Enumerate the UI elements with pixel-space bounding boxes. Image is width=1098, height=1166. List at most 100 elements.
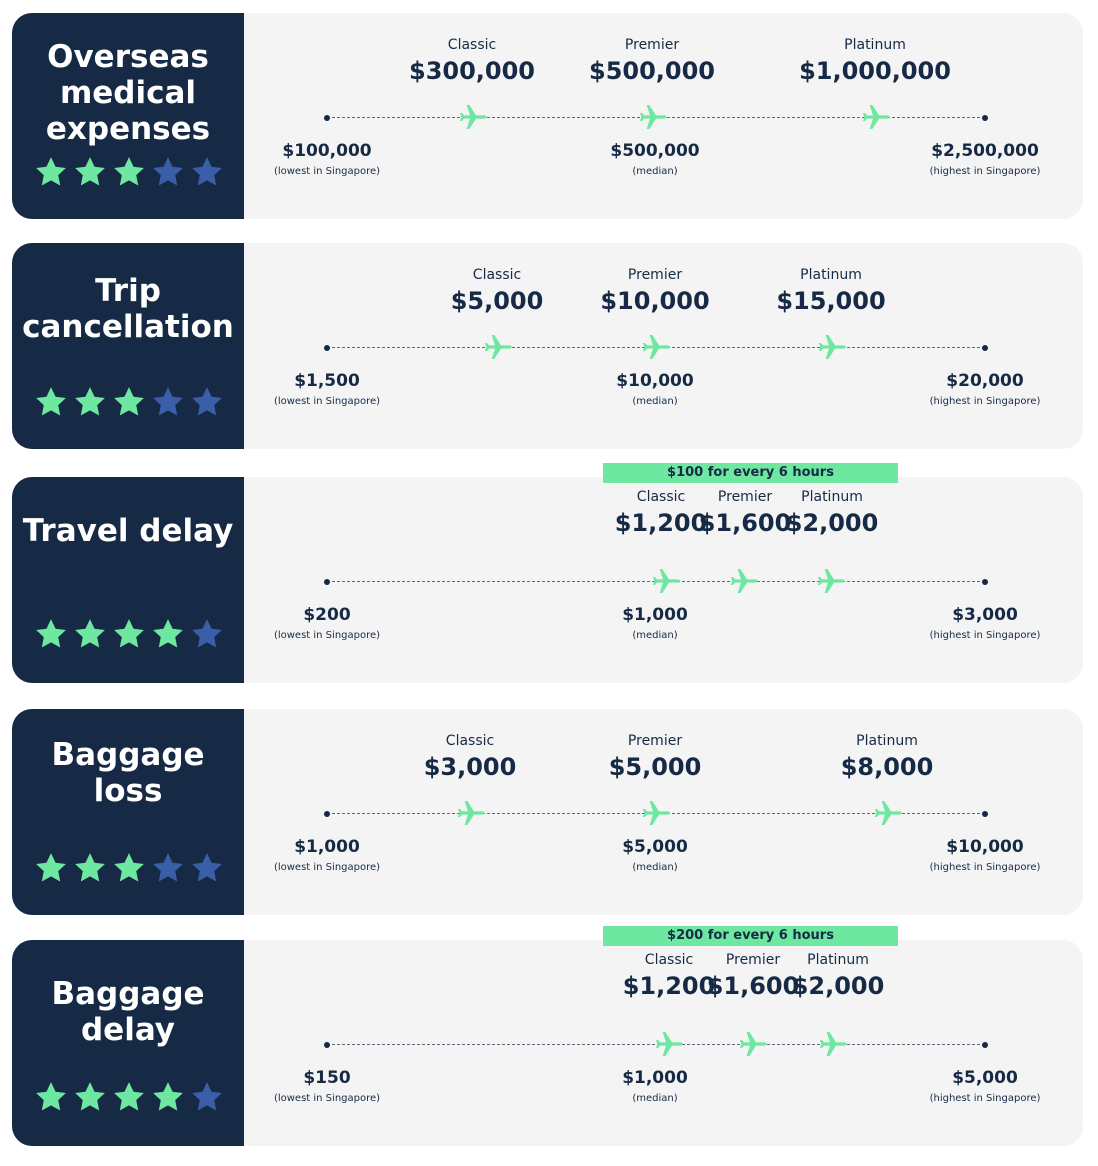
plane-icon	[653, 569, 680, 593]
coverage-card: Trip cancellation Classic $5,000 Premier $10…	[12, 243, 1083, 449]
rating	[34, 617, 224, 651]
star	[114, 853, 144, 882]
plan-amount: $15,000	[776, 287, 886, 315]
scale-note: (median)	[632, 630, 678, 641]
rating	[34, 851, 224, 885]
plane-icon	[643, 801, 670, 825]
star	[192, 1082, 222, 1111]
star	[36, 157, 66, 186]
scale-note: (median)	[632, 862, 678, 873]
star	[75, 387, 105, 416]
plan-name: Premier	[627, 267, 683, 283]
plan-amount: $3,000	[423, 753, 517, 781]
scale-note: (lowest in Singapore)	[273, 166, 381, 177]
coverage-card: Travel delay $100 for every 6 hours Classi…	[12, 463, 1083, 683]
plan-amount: $1,200	[622, 972, 716, 1000]
card-side: Trip cancellation	[12, 243, 244, 449]
plane-icon	[875, 801, 902, 825]
star	[153, 1082, 183, 1111]
plan-amount: $500,000	[588, 57, 716, 85]
scale-dot	[982, 1042, 988, 1048]
plan-amount: $300,000	[408, 57, 536, 85]
plane-icon	[731, 569, 758, 593]
plan-amount: $5,000	[608, 753, 702, 781]
scale-dot	[324, 345, 330, 351]
scale-amount: $1,500	[294, 371, 360, 391]
scale-dot	[982, 345, 988, 351]
scale-dot	[324, 579, 330, 585]
scale-amount: $100,000	[282, 141, 372, 161]
scale-note: (highest in Singapore)	[929, 166, 1041, 177]
card-title: Overseas medical expenses	[45, 39, 211, 147]
star	[36, 853, 66, 882]
star	[114, 387, 144, 416]
star	[114, 157, 144, 186]
card-title: Baggage loss	[51, 737, 205, 809]
coverage-card: Baggage loss Classic $3,000 Premier $5,000 Pl…	[12, 709, 1083, 915]
scale-note: (lowest in Singapore)	[273, 862, 381, 873]
plan-name: Platinum	[844, 37, 906, 53]
plan-name: Premier	[717, 489, 773, 505]
scale-note: (lowest in Singapore)	[273, 1093, 381, 1104]
plan-amount: $5,000	[450, 287, 544, 315]
scale-amount: $10,000	[946, 837, 1024, 857]
plane-icon	[656, 1032, 683, 1056]
star	[153, 853, 183, 882]
scale-note: (highest in Singapore)	[929, 862, 1041, 873]
star	[36, 387, 66, 416]
scale-amount: $3,000	[952, 605, 1018, 625]
plan-name: Classic	[445, 733, 495, 749]
plane-icon	[640, 105, 667, 129]
scale-note: (median)	[632, 166, 678, 177]
scale-line	[327, 1044, 985, 1045]
card-side: Travel delay	[12, 477, 244, 683]
plane-icon	[818, 569, 845, 593]
scale-amount: $200	[303, 605, 351, 625]
plan-name: Classic	[472, 267, 522, 283]
plan-name: Classic	[636, 489, 686, 505]
scale-dot	[324, 1042, 330, 1048]
star	[75, 1082, 105, 1111]
scale-note: (highest in Singapore)	[929, 1093, 1041, 1104]
scale-amount: $1,000	[294, 837, 360, 857]
plane-icon	[643, 335, 670, 359]
coverage-card: Overseas medical expenses Classic $300,000…	[12, 13, 1083, 219]
star	[114, 1082, 144, 1111]
plane-icon	[460, 105, 487, 129]
plan-name: Platinum	[800, 267, 862, 283]
star	[36, 1082, 66, 1111]
card-title: Travel delay	[22, 513, 234, 549]
plan-amount: $2,000	[785, 509, 879, 537]
scale-amount: $1,000	[622, 1068, 688, 1088]
plan-amount: $1,200	[614, 509, 708, 537]
scale-amount: $5,000	[952, 1068, 1018, 1088]
star	[75, 157, 105, 186]
plan-name: Classic	[447, 37, 497, 53]
plane-icon	[820, 1032, 847, 1056]
scale-amount: $2,500,000	[931, 141, 1039, 161]
star	[192, 853, 222, 882]
plane-icon	[740, 1032, 767, 1056]
plane-icon	[819, 335, 846, 359]
scale-amount: $150	[303, 1068, 351, 1088]
card-side: Overseas medical expenses	[12, 13, 244, 219]
rating	[34, 385, 224, 419]
plan-name: Classic	[644, 952, 694, 968]
scale-amount: $1,000	[622, 605, 688, 625]
plane-icon	[863, 105, 890, 129]
star	[75, 619, 105, 648]
star	[36, 619, 66, 648]
scale-dot	[324, 811, 330, 817]
scale-dot	[982, 115, 988, 121]
star	[192, 387, 222, 416]
scale-note: (lowest in Singapore)	[273, 396, 381, 407]
scale-note: (highest in Singapore)	[929, 630, 1041, 641]
plan-name: Platinum	[856, 733, 918, 749]
scale-amount: $5,000	[622, 837, 688, 857]
plan-amount: $10,000	[600, 287, 710, 315]
star	[153, 619, 183, 648]
star	[192, 157, 222, 186]
star	[153, 387, 183, 416]
banner: $200 for every 6 hours	[603, 926, 898, 946]
